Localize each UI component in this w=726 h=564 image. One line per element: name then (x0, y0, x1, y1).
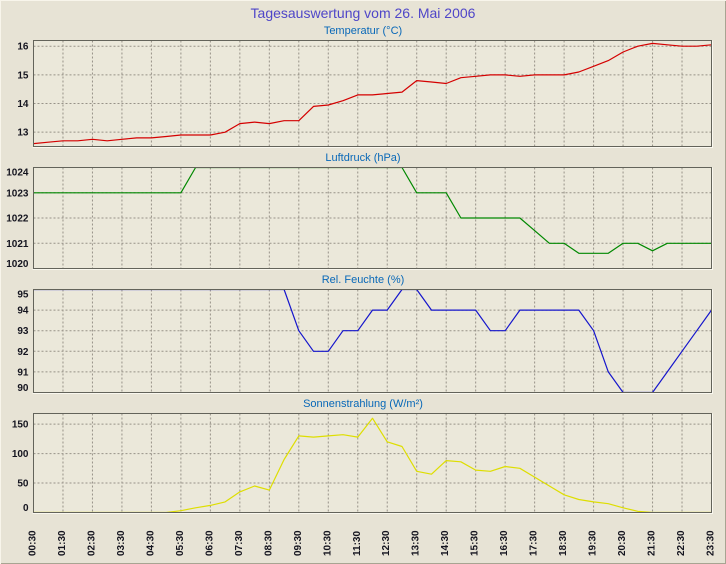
y-tick-label: 1023 (6, 188, 29, 199)
y-tick-label: 90 (17, 383, 29, 394)
chart-plot-3: 0 50 100 150 (12, 413, 713, 514)
y-tick-label: 50 (17, 479, 29, 490)
plot-border (33, 167, 712, 269)
chart-title-2: Rel. Feuchte (%) (321, 274, 405, 286)
y-tick-label: 91 (17, 367, 29, 378)
y-tick-label: 16 (17, 42, 29, 53)
y-tick-label: 100 (12, 449, 29, 460)
x-tick-label: 14:30 (440, 530, 451, 556)
y-tick-label: 1021 (6, 239, 29, 250)
x-tick-label: 08:30 (263, 530, 274, 556)
x-tick-label: 09:30 (293, 530, 304, 556)
chart-plot-2: 90 91 92 93 94 95 (17, 289, 713, 394)
x-tick-label: 15:30 (470, 530, 481, 556)
y-tick-label: 15 (17, 70, 29, 81)
x-tick-label: 00:30 (28, 530, 39, 556)
plot-area (33, 413, 712, 513)
x-axis-labels: 00:30 01:30 02:30 03:30 04:30 05:30 06:30 07:30… (28, 530, 717, 556)
y-tick-label: 95 (17, 290, 29, 301)
y-tick-label: 94 (17, 306, 29, 317)
x-tick-label: 23:30 (706, 530, 717, 556)
y-tick-label: 0 (23, 503, 29, 514)
plot-border-highlight (32, 40, 713, 148)
plot-area (33, 40, 712, 147)
data-series-line (33, 42, 712, 145)
chart-plot-0: 13 14 15 16 (17, 40, 713, 148)
y-tick-label: 13 (17, 128, 29, 139)
x-tick-label: 19:30 (588, 530, 599, 556)
y-tick-label: 92 (17, 347, 29, 358)
x-tick-label: 01:30 (57, 530, 68, 556)
x-tick-label: 16:30 (499, 530, 510, 556)
plot-border (33, 413, 712, 513)
plot-border-highlight (32, 289, 713, 394)
plot-border (33, 40, 712, 147)
x-tick-label: 17:30 (529, 530, 540, 556)
y-tick-label: 1024 (6, 168, 29, 179)
page-title: Tagesauswertung vom 26. Mai 2006 (250, 5, 476, 21)
x-tick-label: 22:30 (676, 530, 687, 556)
x-tick-label: 10:30 (322, 530, 333, 556)
plot-border-highlight (32, 413, 713, 514)
x-tick-label: 11:30 (352, 531, 363, 556)
chart-title-3: Sonnenstrahlung (W/m²) (303, 398, 423, 410)
plot-border-highlight (32, 167, 713, 270)
x-tick-label: 07:30 (234, 530, 245, 556)
y-tick-label: 14 (17, 99, 29, 110)
plot-area (33, 289, 712, 393)
x-tick-label: 02:30 (87, 530, 98, 556)
x-tick-label: 03:30 (116, 530, 127, 556)
chart-plot-1: 1020 1021 1022 1023 1024 (6, 167, 713, 270)
y-tick-label: 1022 (6, 214, 29, 225)
chart-title-0: Temperatur (°C) (323, 25, 403, 37)
x-tick-label: 18:30 (558, 530, 569, 556)
x-tick-label: 06:30 (204, 530, 215, 556)
chart-title-1: Luftdruck (hPa) (325, 152, 401, 164)
y-tick-label: 150 (12, 420, 29, 431)
plot-border (33, 289, 712, 393)
x-tick-label: 21:30 (647, 530, 658, 556)
y-tick-label: 1020 (6, 259, 29, 270)
x-tick-label: 04:30 (145, 530, 156, 556)
x-tick-label: 05:30 (175, 530, 186, 556)
y-tick-label: 93 (17, 326, 29, 337)
charts-area: Temperatur (°C) 13 14 15 16 Luftdruck (hPa) 10… (0, 24, 726, 514)
x-tick-label: 13:30 (411, 530, 422, 556)
x-tick-label: 20:30 (617, 530, 628, 556)
x-tick-label: 12:30 (381, 530, 392, 556)
